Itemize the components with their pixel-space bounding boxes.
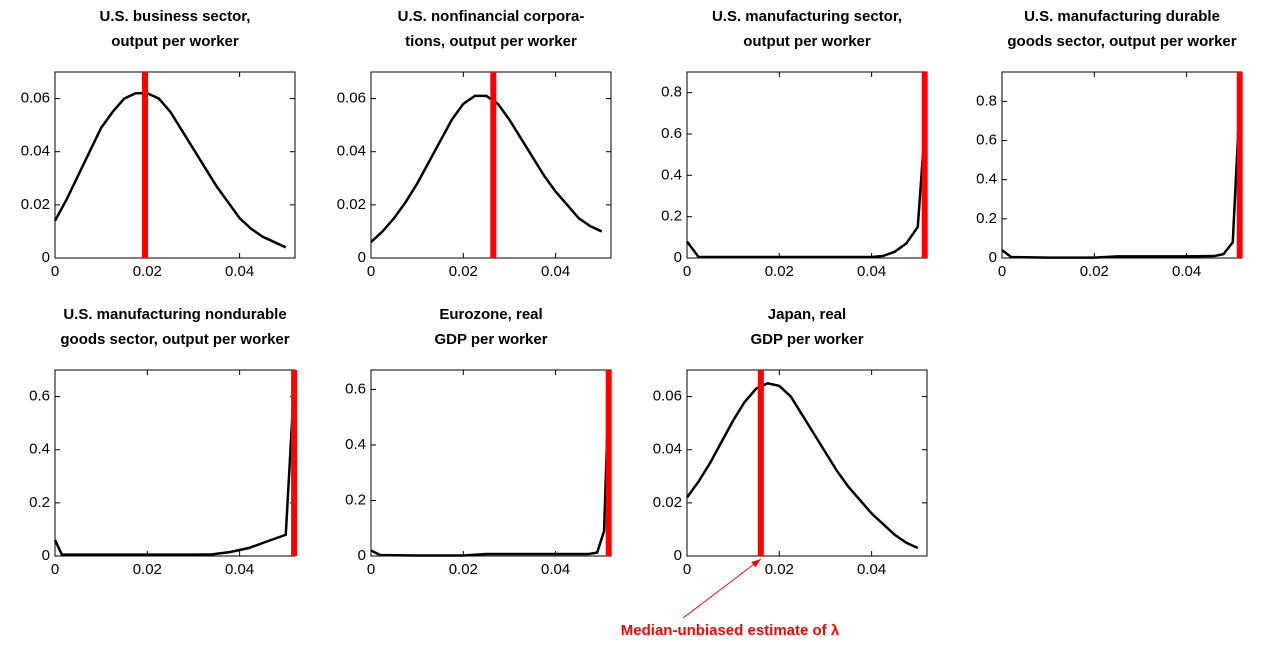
y-tick-label: 0.6 [976,131,997,148]
density-line [370,94,603,243]
y-tick-label: 0.2 [661,208,682,225]
y-tick-label: 0.2 [976,210,997,227]
y-tick-label: 0.4 [345,436,366,453]
x-tick-label: 0 [367,561,375,578]
x-tick-label: 0 [998,263,1006,280]
density-line [53,92,287,249]
y-tick-label: 0.6 [29,388,50,405]
chart-title: U.S. manufacturing nondurable [63,306,286,323]
chart-title: U.S. business sector, [100,8,251,25]
x-tick-label: 0 [683,263,691,280]
y-tick-label: 0.02 [21,196,50,213]
axes-frame [686,369,928,557]
chart-title: U.S. manufacturing sector, [712,8,902,25]
chart-title: goods sector, output per worker [1007,33,1236,50]
x-tick-label: 0.02 [1080,263,1109,280]
axes-frame [54,71,296,259]
y-tick-label: 0 [358,547,366,564]
x-tick-label: 0.04 [541,561,570,578]
y-tick-label: 0 [42,249,50,266]
y-tick-label: 0.8 [661,84,682,101]
x-tick-label: 0.04 [1172,263,1201,280]
y-tick-label: 0 [42,547,50,564]
x-tick-label: 0.02 [133,263,162,280]
chart-title: GDP per worker [750,331,863,348]
y-tick-label: 0.4 [661,166,682,183]
y-tick-label: 0 [674,547,682,564]
y-tick-label: 0 [674,249,682,266]
y-tick-label: 0.04 [21,143,50,160]
density-line [1001,101,1241,259]
density-line [53,409,294,556]
axes-frame [1001,71,1243,259]
chart-title: Eurozone, real [439,306,542,323]
chart-title: U.S. manufacturing durable [1024,8,1220,25]
x-tick-label: 0.02 [449,263,478,280]
y-tick-label: 0.04 [337,143,366,160]
y-tick-label: 0.04 [653,441,682,458]
x-tick-label: 0 [51,561,59,578]
y-tick-label: 0.02 [653,494,682,511]
density-line [685,129,926,259]
axes-frame [370,369,612,557]
y-tick-label: 0.2 [29,494,50,511]
x-tick-label: 0.02 [765,263,794,280]
x-tick-label: 0.04 [225,561,254,578]
density-line [370,389,610,557]
x-tick-label: 0.02 [133,561,162,578]
y-tick-label: 0.2 [345,491,366,508]
chart-title: U.S. nonfinancial corpora- [398,8,585,25]
y-tick-label: 0.06 [21,90,50,107]
y-tick-label: 0.4 [29,441,50,458]
axes-frame [686,71,928,259]
chart-title: Japan, real [768,306,846,323]
y-tick-label: 0.4 [976,171,997,188]
x-tick-label: 0.04 [857,561,886,578]
chart-title: output per worker [743,33,871,50]
x-tick-label: 0.04 [857,263,886,280]
x-tick-label: 0 [367,263,375,280]
chart-title: tions, output per worker [405,33,577,50]
annotation-arrow [682,558,762,619]
y-tick-label: 0.06 [653,388,682,405]
x-tick-label: 0.04 [225,263,254,280]
y-tick-label: 0.06 [337,90,366,107]
y-tick-label: 0 [989,249,997,266]
y-tick-label: 0.8 [976,92,997,109]
y-tick-label: 0.02 [337,196,366,213]
y-tick-label: 0.6 [345,380,366,397]
arrow-head [751,559,761,568]
annotation: Median-unbiased estimate of λ [621,622,840,639]
axes-frame [54,369,296,557]
y-tick-label: 0.6 [661,125,682,142]
x-tick-label: 0 [683,561,691,578]
y-tick-label: 0 [358,249,366,266]
x-tick-label: 0.02 [449,561,478,578]
x-tick-label: 0.04 [541,263,570,280]
chart-title: goods sector, output per worker [60,331,289,348]
x-tick-label: 0.02 [765,561,794,578]
chart-title: output per worker [111,33,239,50]
chart-title: GDP per worker [434,331,547,348]
density-line [685,381,919,550]
x-tick-label: 0 [51,263,59,280]
